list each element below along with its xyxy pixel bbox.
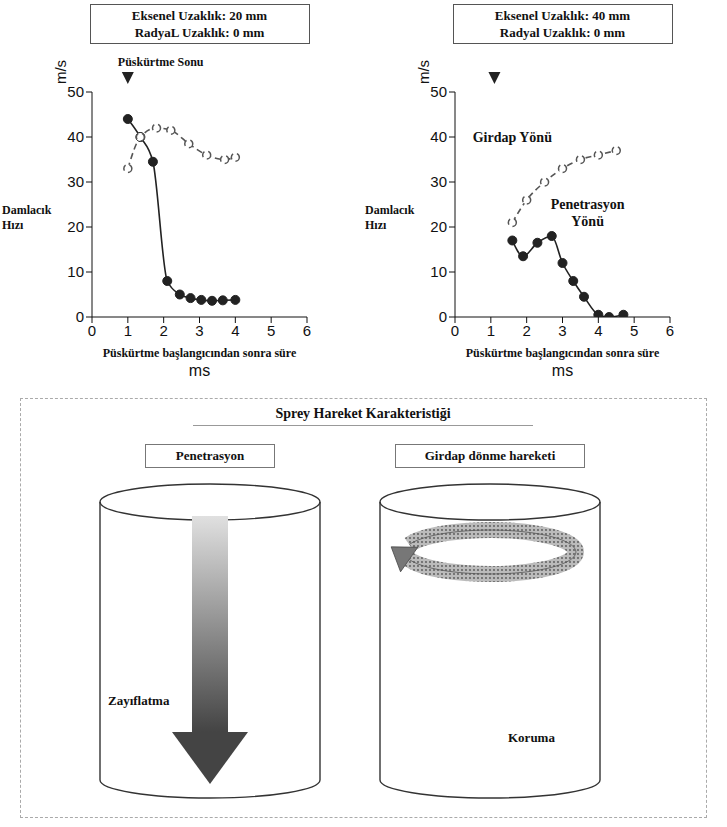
svg-text:Zayıflatma: Zayıflatma — [108, 693, 170, 708]
svg-text:2: 2 — [159, 322, 167, 339]
svg-text:PenetrasyonYönü: PenetrasyonYönü — [551, 197, 625, 229]
html-text:ms: ms — [551, 362, 574, 379]
html-text:Penetrasyon: Penetrasyon — [175, 448, 245, 463]
svg-text:2: 2 — [522, 322, 530, 339]
svg-text:10: 10 — [430, 263, 447, 280]
svg-text:Girdap Yönü: Girdap Yönü — [473, 130, 552, 145]
svg-text:0: 0 — [76, 308, 84, 325]
html-text:Hızı: Hızı — [365, 217, 387, 232]
html-text:Püskürtme başlangıcından sonra: Püskürtme başlangıcından sonra süre — [465, 346, 660, 360]
html-text:Girdap dönme hareketi: Girdap dönme hareketi — [424, 448, 556, 463]
html-text:Hızı: Hızı — [2, 217, 24, 232]
svg-text:6: 6 — [666, 322, 674, 339]
svg-text:4: 4 — [594, 322, 602, 339]
html-text:RadyaL Uzaklık: 0 mm: RadyaL Uzaklık: 0 mm — [134, 25, 265, 40]
svg-text:50: 50 — [430, 83, 447, 100]
html-text:Sprey Hareket Karakteristiği: Sprey Hareket Karakteristiği — [275, 406, 451, 421]
svg-text:Püskürtme Sonu: Püskürtme Sonu — [118, 55, 204, 69]
svg-text:30: 30 — [67, 173, 84, 190]
svg-text:Koruma: Koruma — [508, 730, 555, 745]
svg-text:3: 3 — [195, 322, 203, 339]
html-text:Radyal Uzaklık: 0 mm: Radyal Uzaklık: 0 mm — [499, 25, 626, 40]
html-text:Eksenel Uzaklık: 20 mm: Eksenel Uzaklık: 20 mm — [131, 8, 268, 23]
html-text:Damlacık: Damlacık — [365, 202, 415, 217]
svg-text:20: 20 — [430, 218, 447, 235]
svg-text:50: 50 — [67, 83, 84, 100]
svg-text:30: 30 — [430, 173, 447, 190]
svg-text:10: 10 — [67, 263, 84, 280]
svg-text:20: 20 — [67, 218, 84, 235]
svg-text:6: 6 — [303, 322, 311, 339]
html-text:Damlacık: Damlacık — [2, 202, 52, 217]
svg-text:40: 40 — [67, 128, 84, 145]
html-text:m/s: m/s — [414, 59, 432, 85]
svg-text:0: 0 — [439, 308, 447, 325]
html-text:Eksenel Uzaklık: 40 mm: Eksenel Uzaklık: 40 mm — [494, 8, 631, 23]
html-text:ms: ms — [188, 362, 211, 379]
svg-text:1: 1 — [124, 322, 132, 339]
svg-text:1: 1 — [487, 322, 495, 339]
svg-text:5: 5 — [267, 322, 275, 339]
svg-text:0: 0 — [451, 322, 459, 339]
html-text:m/s: m/s — [51, 59, 69, 85]
svg-text:40: 40 — [430, 128, 447, 145]
svg-text:5: 5 — [630, 322, 638, 339]
svg-text:3: 3 — [558, 322, 566, 339]
svg-text:4: 4 — [231, 322, 239, 339]
svg-text:0: 0 — [88, 322, 96, 339]
html-text:Püskürtme başlangıcından sonra: Püskürtme başlangıcından sonra süre — [102, 346, 297, 360]
